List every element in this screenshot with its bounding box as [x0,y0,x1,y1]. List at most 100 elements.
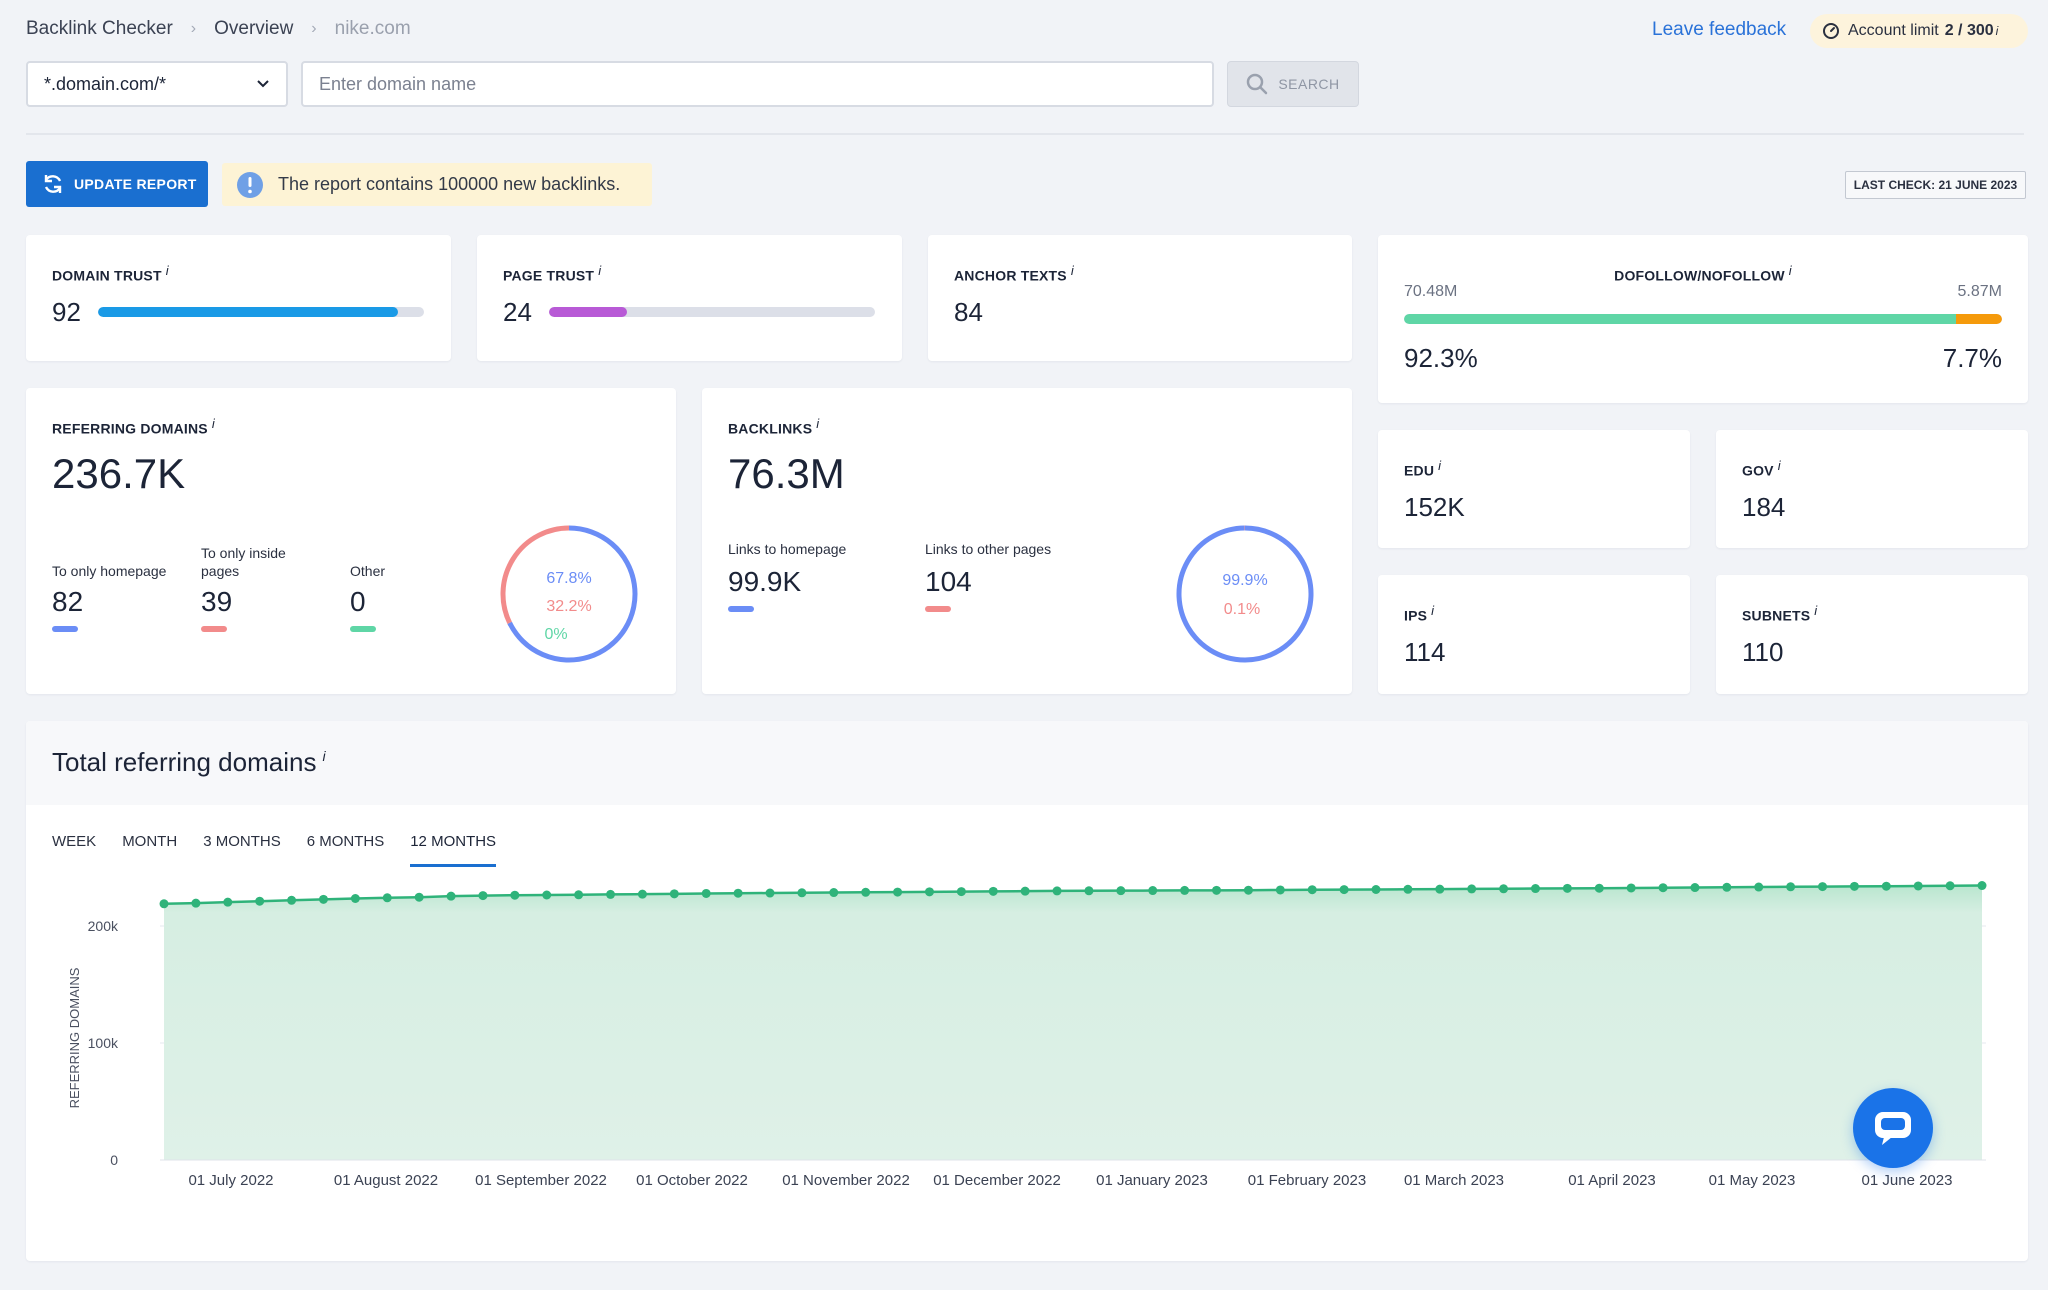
data-point[interactable] [924,887,934,897]
data-point[interactable] [765,888,775,898]
data-point[interactable] [1594,883,1604,893]
rd-inside-pages-metric[interactable]: To only inside pages 39 [201,526,311,632]
gov-card[interactable]: GOV i 184 [1716,430,2028,548]
info-icon[interactable]: i [1070,263,1074,278]
data-point[interactable] [350,894,360,904]
data-point[interactable] [1754,882,1764,892]
search-mode-select[interactable]: *.domain.com/* [26,61,288,107]
data-point[interactable] [1562,883,1572,893]
data-point[interactable] [1626,883,1636,893]
data-point[interactable] [1467,884,1477,894]
referring-domains-chart: 200k 100k 0 REFERRING DOMAINS 01 July 2022 01… [67,881,1987,1189]
subnets-label: SUBNETS i [1742,603,1818,624]
tab-12-months[interactable]: 12 MONTHS [410,833,497,867]
data-point[interactable] [1020,886,1030,896]
data-point[interactable] [701,888,711,898]
tab-3-months[interactable]: 3 MONTHS [203,833,281,850]
info-icon[interactable]: i [1814,603,1818,618]
tab-week[interactable]: WEEK [52,833,97,850]
data-point[interactable] [1435,884,1445,894]
x-tick-label: 01 July 2022 [188,1172,273,1189]
bl-other-pages-metric[interactable]: Links to other pages 104 [925,534,1095,612]
info-icon[interactable]: i [1777,458,1781,473]
data-point[interactable] [1084,886,1094,896]
donut-slice-homepage [507,525,638,663]
data-point[interactable] [1945,881,1955,891]
data-point[interactable] [1212,885,1222,895]
data-point[interactable] [956,887,966,897]
info-icon[interactable]: i [165,263,169,278]
update-report-button[interactable]: UPDATE REPORT [26,161,208,207]
data-point[interactable] [1977,881,1987,891]
data-point[interactable] [318,894,328,904]
chat-button[interactable] [1853,1088,1933,1168]
data-point[interactable] [1180,885,1190,895]
data-point[interactable] [733,888,743,898]
info-icon[interactable]: i [211,416,215,431]
data-point[interactable] [606,889,616,899]
info-icon[interactable]: i [1438,458,1442,473]
data-point[interactable] [1849,881,1859,891]
rd-other-metric[interactable]: Other 0 [350,544,430,632]
data-point[interactable] [1818,882,1828,892]
info-icon[interactable]: i [816,416,820,431]
info-icon[interactable]: i [1995,24,1999,38]
data-point[interactable] [988,886,998,896]
chevron-right-icon: › [311,20,317,37]
search-button[interactable]: SEARCH [1227,61,1359,107]
data-point[interactable] [637,889,647,899]
data-point[interactable] [1722,882,1732,892]
data-point[interactable] [1116,886,1126,896]
edu-card[interactable]: EDU i 152K [1378,430,1690,548]
leave-feedback-link[interactable]: Leave feedback [1652,19,1787,40]
data-point[interactable] [1690,883,1700,893]
data-point[interactable] [382,893,392,903]
data-point[interactable] [287,895,297,905]
data-point[interactable] [1275,885,1285,895]
data-point[interactable] [542,890,552,900]
info-icon[interactable]: i [598,263,602,278]
data-point[interactable] [1243,885,1253,895]
data-point[interactable] [1403,884,1413,894]
data-point[interactable] [414,892,424,902]
data-point[interactable] [1148,886,1158,896]
data-point[interactable] [669,889,679,899]
data-point[interactable] [1052,886,1062,896]
data-point[interactable] [1658,883,1668,893]
data-point[interactable] [1530,884,1540,894]
data-point[interactable] [1499,884,1509,894]
domain-search-input[interactable] [301,61,1214,107]
breadcrumb-backlink-checker[interactable]: Backlink Checker [26,18,173,39]
chat-icon [1875,1112,1911,1145]
info-icon[interactable]: i [1431,603,1435,618]
subnets-card[interactable]: SUBNETS i 110 [1716,575,2028,694]
data-point[interactable] [829,888,839,898]
data-point[interactable] [1371,884,1381,894]
data-point[interactable] [510,890,520,900]
data-point[interactable] [1881,881,1891,891]
data-point[interactable] [1913,881,1923,891]
data-point[interactable] [159,899,169,909]
data-point[interactable] [1786,882,1796,892]
data-point[interactable] [574,890,584,900]
data-point[interactable] [191,898,201,908]
data-point[interactable] [893,887,903,897]
data-point[interactable] [223,897,233,907]
bl-homepage-metric[interactable]: Links to homepage 99.9K [728,534,898,612]
data-point[interactable] [478,891,488,901]
data-point[interactable] [255,896,265,906]
data-point[interactable] [861,887,871,897]
data-point[interactable] [1307,885,1317,895]
info-icon[interactable]: i [322,748,326,765]
data-point[interactable] [1339,885,1349,895]
account-limit-badge[interactable]: Account limit 2 / 300 i [1810,14,2028,48]
data-point[interactable] [797,888,807,898]
data-point[interactable] [446,891,456,901]
tab-month[interactable]: MONTH [122,833,178,850]
anchor-texts-card[interactable]: ANCHOR TEXTS i 84 [928,235,1352,361]
tab-6-months[interactable]: 6 MONTHS [306,833,385,850]
info-icon[interactable]: i [1788,263,1792,278]
breadcrumb-overview[interactable]: Overview [214,18,294,39]
rd-homepage-metric[interactable]: To only homepage 82 [52,544,182,632]
ips-card[interactable]: IPS i 114 [1378,575,1690,694]
